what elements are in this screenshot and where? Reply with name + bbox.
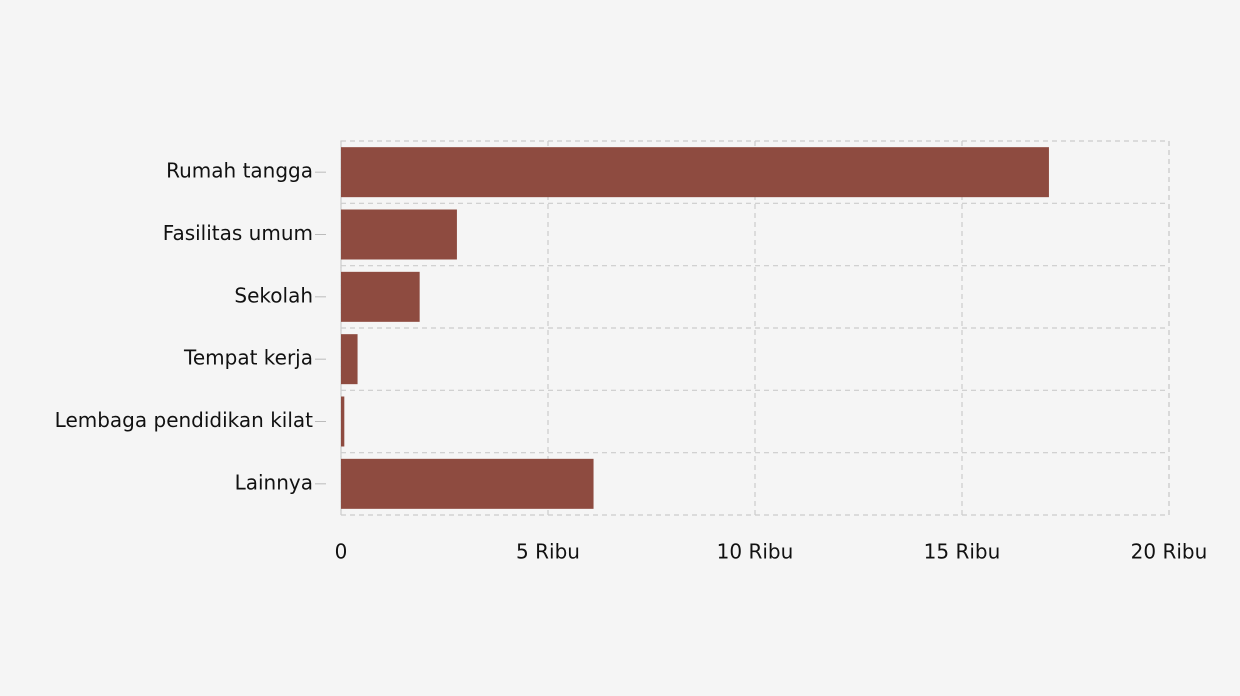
x-tick-label: 15 Ribu bbox=[924, 540, 1001, 564]
x-tick-label: 20 Ribu bbox=[1131, 540, 1208, 564]
bar bbox=[341, 271, 420, 322]
y-tick-label: Tempat kerja bbox=[183, 346, 313, 370]
bar bbox=[341, 334, 358, 385]
y-tick-label: Fasilitas umum bbox=[163, 221, 313, 245]
y-tick-label: Lainnya bbox=[235, 470, 313, 494]
bar bbox=[341, 209, 457, 260]
y-tick-label: Sekolah bbox=[234, 283, 313, 307]
y-tick-label: Lembaga pendidikan kilat bbox=[55, 408, 313, 432]
y-tick-label: Rumah tangga bbox=[166, 159, 313, 183]
x-tick-label: 0 bbox=[335, 540, 348, 564]
x-tick-label: 10 Ribu bbox=[717, 540, 794, 564]
x-tick-label: 5 Ribu bbox=[516, 540, 580, 564]
bar bbox=[341, 396, 345, 447]
bar bbox=[341, 147, 1049, 198]
bar bbox=[341, 458, 594, 509]
